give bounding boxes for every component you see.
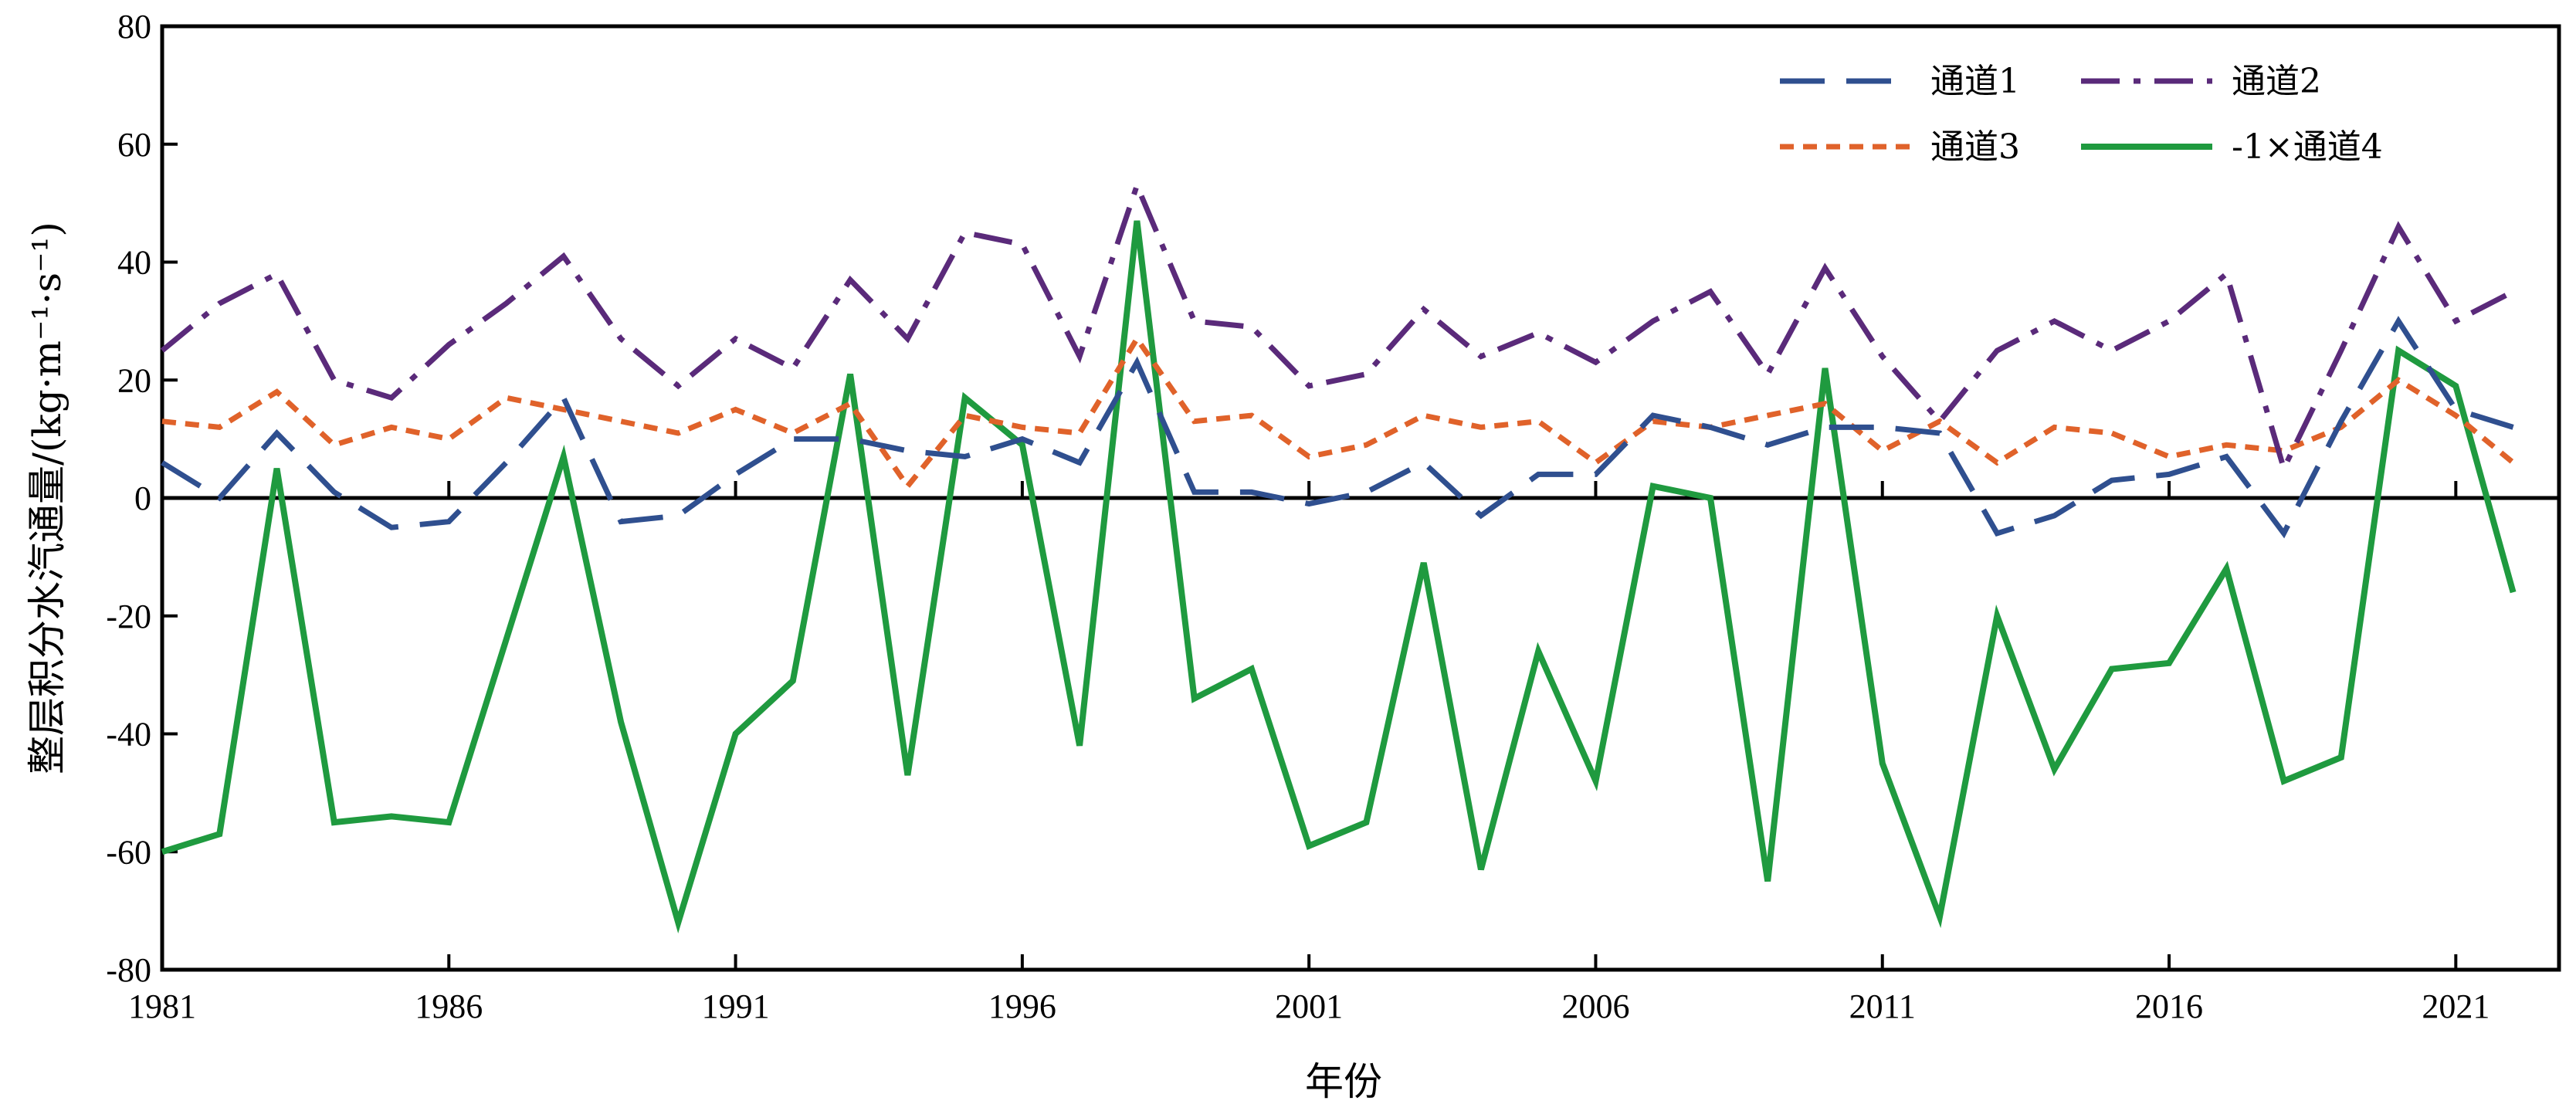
legend-label: 通道3 <box>1930 127 2020 167</box>
x-tick-label: 2001 <box>1275 987 1343 1025</box>
legend-label: 通道1 <box>1930 62 2020 101</box>
legend-label: 通道2 <box>2232 62 2321 101</box>
series-layer <box>160 178 2517 934</box>
y-tick-label: -60 <box>106 833 151 871</box>
x-tick-label: 1981 <box>128 987 196 1025</box>
y-tick-label: 60 <box>117 126 151 164</box>
x-tick-label: 1996 <box>988 987 1056 1025</box>
x-tick-label: 1986 <box>415 987 483 1025</box>
legend-label: -1×通道4 <box>2232 127 2383 167</box>
x-tick-label: 2016 <box>2135 987 2203 1025</box>
y-tick-label: -40 <box>106 716 151 754</box>
y-tick-label: -20 <box>106 598 151 635</box>
series-line <box>161 220 2517 934</box>
axis-ticks: -80 -60 -40 -20 0 20 40 60 80 1981 1986 1991 1996 200… <box>106 8 2490 1025</box>
y-axis-title: 整层积分水汽通量/(kg·m⁻¹·s⁻¹) <box>25 222 69 774</box>
y-tick-label: -80 <box>106 951 151 989</box>
y-tick-label: 0 <box>134 479 151 517</box>
x-axis-title: 年份 <box>1305 1059 1382 1104</box>
x-tick-label: 1991 <box>702 987 770 1025</box>
series-line <box>161 316 2514 539</box>
y-tick-label: 20 <box>117 361 151 399</box>
y-tick-label: 40 <box>117 244 151 282</box>
y-tick-label: 80 <box>117 8 151 46</box>
series-line <box>161 334 2515 491</box>
x-tick-label: 2021 <box>2422 987 2490 1025</box>
legend: 通道1 通道2 通道3 -1×通道4 <box>1780 62 2383 167</box>
series-line <box>160 178 2515 476</box>
x-tick-label: 2011 <box>1849 987 1916 1025</box>
x-tick-label: 2006 <box>1561 987 1629 1025</box>
